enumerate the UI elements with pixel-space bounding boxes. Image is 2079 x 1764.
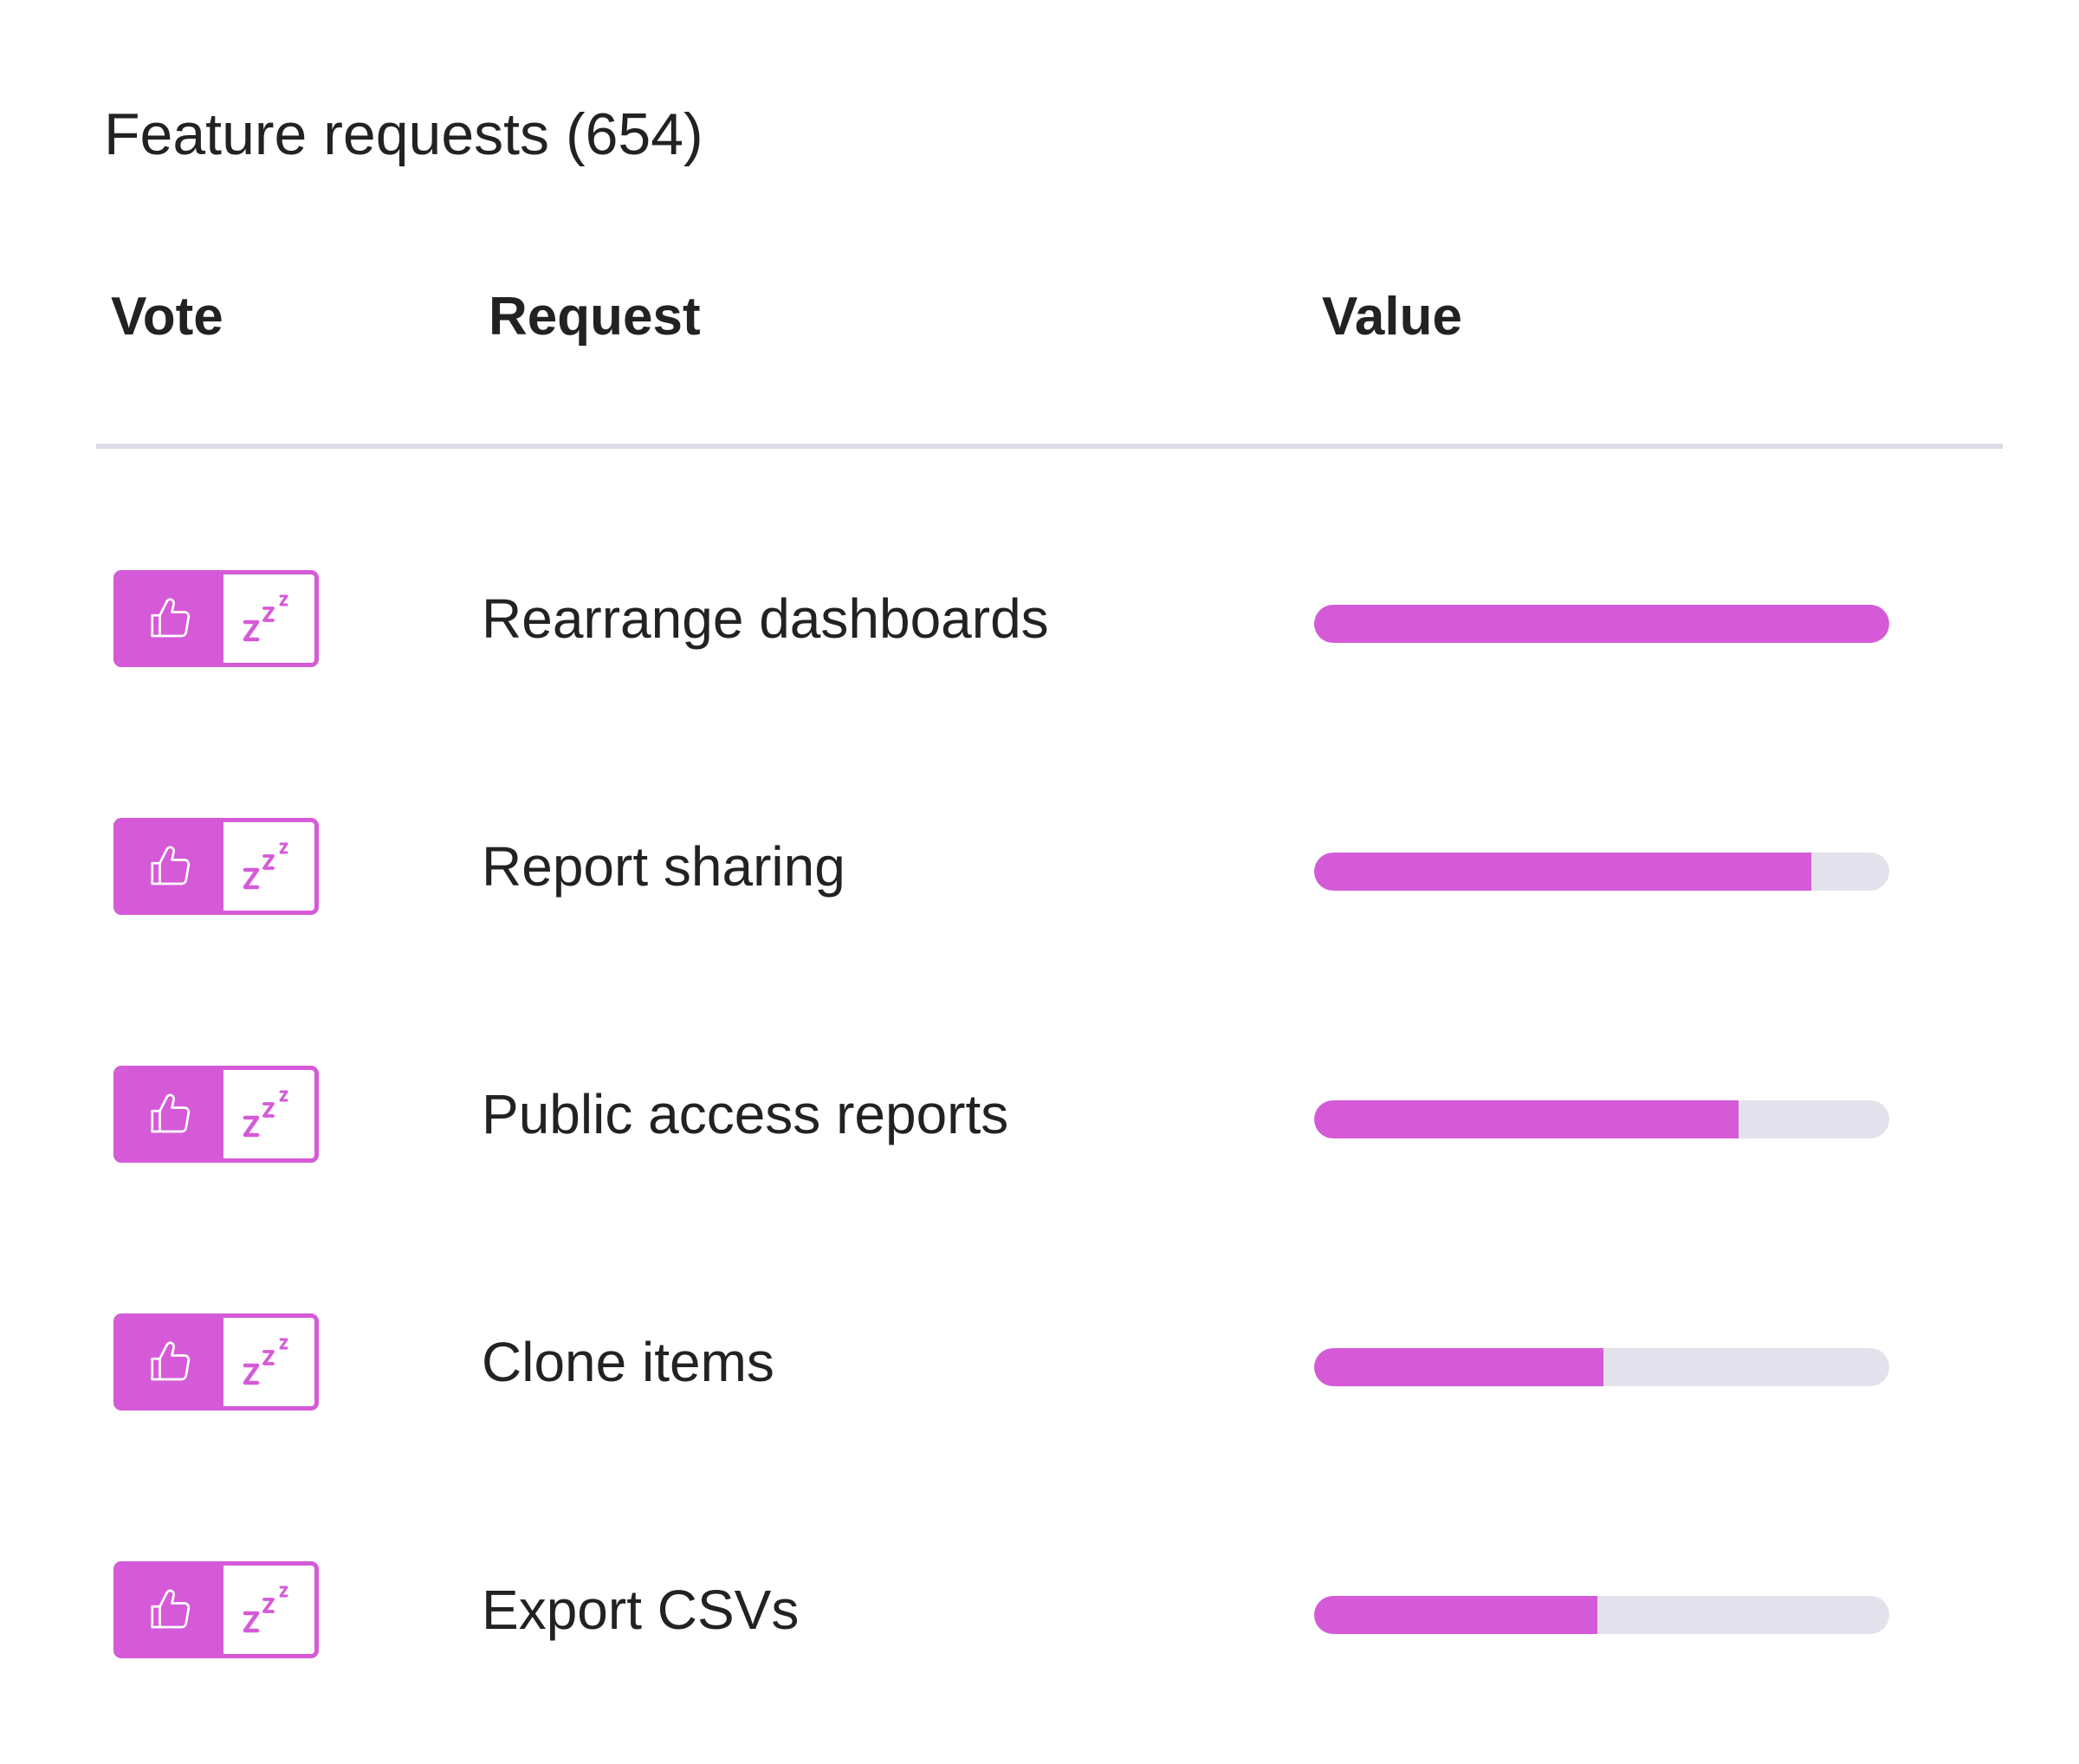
table-row: Public access reports [0,1066,2079,1163]
request-label: Clone items [482,1331,774,1393]
header-divider [96,444,2003,449]
request-label: Rearrange dashboards [482,587,1049,650]
vote-buttons [113,1561,319,1658]
request-label: Report sharing [482,835,845,898]
thumbs-up-icon [145,593,197,645]
snooze-button[interactable] [223,822,314,911]
value-bar-fill [1314,605,1889,643]
value-bar [1314,1348,1889,1386]
value-bar-fill [1314,1348,1603,1386]
snooze-zzz-icon [238,1579,301,1641]
page-title: Feature requests (654) [104,101,703,167]
upvote-button[interactable] [118,1566,223,1654]
upvote-button[interactable] [118,822,223,911]
table-row: Clone items [0,1313,2079,1411]
snooze-button[interactable] [223,574,314,663]
value-bar-fill [1314,1596,1597,1634]
table-row: Report sharing [0,818,2079,915]
vote-buttons [113,818,319,915]
value-bar [1314,1596,1889,1634]
snooze-zzz-icon [238,835,301,898]
snooze-zzz-icon [238,587,301,650]
value-bar-fill [1314,853,1812,891]
thumbs-up-icon [145,1584,197,1636]
snooze-zzz-icon [238,1083,301,1145]
vote-buttons [113,1066,319,1163]
table-row: Export CSVs [0,1561,2079,1658]
table-row: Rearrange dashboards [0,570,2079,667]
snooze-button[interactable] [223,1318,314,1406]
vote-buttons [113,1313,319,1411]
column-header-request[interactable]: Request [489,287,701,347]
thumbs-up-icon [145,1336,197,1388]
thumbs-up-icon [145,840,197,892]
column-header-vote[interactable]: Vote [111,287,223,347]
thumbs-up-icon [145,1088,197,1140]
value-bar [1314,1100,1889,1138]
upvote-button[interactable] [118,1070,223,1158]
vote-buttons [113,570,319,667]
snooze-button[interactable] [223,1070,314,1158]
value-bar-fill [1314,1100,1739,1138]
value-bar [1314,853,1889,891]
request-label: Export CSVs [482,1579,800,1641]
value-bar [1314,605,1889,643]
snooze-zzz-icon [238,1331,301,1393]
request-label: Public access reports [482,1083,1009,1145]
upvote-button[interactable] [118,1318,223,1406]
upvote-button[interactable] [118,574,223,663]
column-header-value[interactable]: Value [1322,287,1462,347]
snooze-button[interactable] [223,1566,314,1654]
